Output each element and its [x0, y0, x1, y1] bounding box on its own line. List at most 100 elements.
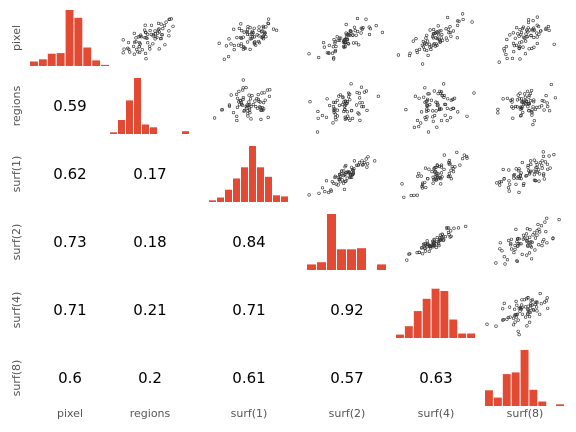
scatter-point: [508, 33, 512, 37]
scatter-point: [445, 118, 449, 123]
scatter-point: [431, 119, 435, 123]
scatter-point: [533, 300, 537, 304]
scatter-point: [540, 244, 544, 248]
scatter-point: [429, 98, 434, 102]
scatter-point: [423, 115, 427, 120]
scatter-point: [348, 29, 352, 33]
scatter-point: [236, 43, 241, 47]
scatter-point: [126, 46, 130, 50]
scatter-point: [374, 24, 378, 28]
column-label: pixel: [57, 407, 83, 420]
scatter-point: [437, 107, 442, 112]
scatter-point: [240, 29, 244, 33]
scatter-point: [121, 51, 125, 55]
histogram-bar: [101, 64, 109, 66]
histogram-bar: [404, 326, 413, 338]
scatter-point: [259, 117, 263, 121]
scatter-point: [505, 258, 510, 262]
scatter-point: [257, 39, 261, 44]
scatter-point: [516, 93, 520, 97]
scatter-point: [421, 39, 425, 44]
correlation-value: 0.57: [330, 369, 363, 387]
scatter-point: [351, 116, 355, 120]
scatter-point: [502, 177, 506, 181]
histogram-bar: [307, 264, 316, 270]
histogram-bar: [431, 288, 440, 338]
scatter-point: [251, 35, 255, 39]
scatter-point: [529, 162, 533, 166]
scatter-point: [426, 104, 430, 108]
histogram-bar: [182, 131, 189, 134]
scatter-point: [533, 107, 538, 111]
scatter-point: [516, 32, 520, 36]
scatter-point: [342, 181, 346, 185]
scatter-point: [525, 324, 529, 328]
scatter-point: [333, 40, 337, 44]
scatter-point: [239, 22, 243, 26]
scatter-point: [440, 163, 444, 167]
scatter-point: [364, 157, 368, 161]
histogram-bar: [38, 59, 47, 66]
scatter-point: [453, 165, 457, 169]
scatter-point: [143, 35, 147, 40]
scatter-point: [531, 233, 535, 237]
scatter-point: [261, 34, 265, 38]
scatter-point: [159, 22, 163, 26]
scatter-point: [532, 28, 537, 32]
correlation-value: 0.62: [53, 165, 86, 183]
scatter-point: [538, 312, 542, 316]
scatter-point: [515, 312, 520, 316]
correlation-value: 0.73: [53, 233, 86, 251]
scatter-point: [344, 22, 348, 27]
scatter-point: [546, 104, 550, 109]
scatter-point: [449, 229, 453, 233]
scatter-point: [435, 43, 439, 48]
scatter-point: [536, 24, 541, 29]
scatter-point: [542, 99, 546, 103]
histogram-bar: [511, 372, 520, 406]
scatter-point: [235, 35, 239, 40]
scatter-point: [447, 171, 451, 176]
scatter-point: [526, 304, 530, 308]
scatter-point: [325, 51, 329, 55]
scatter-point: [242, 30, 246, 34]
scatter-point: [525, 239, 530, 243]
histogram-bar: [502, 374, 511, 406]
scatter-point: [365, 165, 369, 169]
scatter-point: [257, 25, 261, 29]
scatter-point: [441, 38, 445, 43]
scatter-point: [511, 116, 515, 120]
scatter-point: [433, 44, 438, 48]
scatter-point: [435, 101, 439, 105]
scatter-point: [437, 242, 441, 246]
scatter-point: [134, 40, 138, 44]
scatter-point: [512, 173, 517, 177]
scatter-point: [544, 299, 548, 303]
scatter-point: [502, 255, 506, 259]
scatter-point: [503, 262, 507, 266]
scatter-point: [505, 317, 509, 321]
scatter-point: [132, 31, 136, 36]
scatter-point: [532, 35, 536, 40]
scatter-point: [518, 242, 522, 246]
scatter-point: [535, 35, 539, 39]
scatter-point: [257, 28, 261, 32]
scatter-point: [542, 172, 546, 176]
scatter-point: [248, 47, 252, 52]
scatter-point: [520, 40, 524, 44]
scatter-point: [520, 312, 525, 316]
scatter-point: [445, 38, 449, 42]
histogram-bar: [449, 319, 458, 338]
scatter-point: [241, 95, 245, 100]
scatter-point: [527, 315, 532, 319]
scatter-point: [404, 107, 408, 112]
scatter-point: [516, 318, 520, 322]
scatter-point: [518, 57, 522, 61]
scatter-point: [427, 249, 431, 253]
scatter-point: [525, 89, 530, 93]
scatter-point: [515, 259, 519, 263]
scatter-point: [144, 36, 148, 40]
scatter-point: [265, 88, 270, 92]
scatter-point: [227, 54, 231, 59]
